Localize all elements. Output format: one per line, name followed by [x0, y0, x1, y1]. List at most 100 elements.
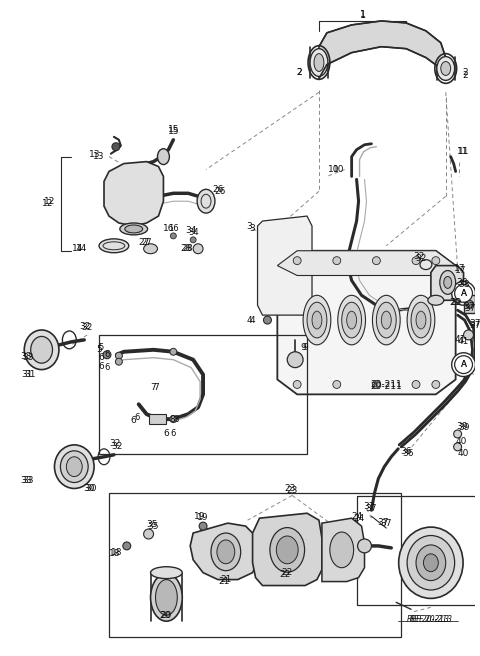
Text: 37: 37	[470, 321, 480, 329]
Text: 12: 12	[44, 197, 55, 206]
Ellipse shape	[437, 56, 455, 81]
Text: 9: 9	[302, 343, 308, 352]
Circle shape	[455, 356, 472, 373]
Text: 37: 37	[381, 519, 392, 527]
Text: 39: 39	[458, 422, 469, 432]
Ellipse shape	[444, 276, 452, 289]
Ellipse shape	[338, 295, 365, 345]
Text: 22: 22	[280, 570, 291, 579]
Text: 6: 6	[134, 413, 139, 422]
Text: 2: 2	[463, 71, 468, 80]
Ellipse shape	[197, 190, 215, 213]
Text: 15: 15	[168, 125, 179, 134]
Text: 32: 32	[82, 323, 93, 333]
Ellipse shape	[66, 457, 82, 476]
Ellipse shape	[217, 540, 235, 564]
Text: REF.20-213: REF.20-213	[407, 615, 449, 624]
Text: 22: 22	[282, 568, 293, 577]
Ellipse shape	[342, 302, 361, 338]
Circle shape	[455, 285, 472, 302]
Ellipse shape	[441, 62, 451, 75]
Ellipse shape	[407, 295, 435, 345]
Text: 34: 34	[188, 228, 198, 237]
Circle shape	[144, 529, 154, 539]
Bar	[464, 295, 476, 313]
Circle shape	[372, 256, 380, 264]
Circle shape	[464, 330, 473, 340]
Text: 14: 14	[75, 244, 87, 253]
Text: 40: 40	[456, 438, 467, 447]
Text: 23: 23	[287, 486, 298, 495]
Text: 33: 33	[22, 476, 34, 485]
Text: 6: 6	[164, 430, 169, 438]
Circle shape	[170, 416, 177, 422]
Text: A: A	[461, 289, 467, 298]
Text: 32: 32	[109, 440, 120, 449]
Polygon shape	[277, 251, 456, 276]
Text: 10: 10	[328, 165, 339, 174]
Text: 37: 37	[470, 319, 480, 327]
Text: 39: 39	[456, 422, 468, 430]
Text: REF.20-213: REF.20-213	[409, 615, 452, 624]
Text: 33: 33	[20, 352, 32, 361]
Ellipse shape	[314, 54, 324, 72]
Ellipse shape	[211, 533, 240, 571]
Ellipse shape	[151, 573, 182, 621]
Text: 29: 29	[449, 298, 460, 307]
Polygon shape	[104, 161, 163, 226]
Ellipse shape	[310, 49, 328, 76]
Ellipse shape	[270, 527, 305, 572]
Text: 9: 9	[300, 343, 306, 352]
Circle shape	[358, 539, 372, 553]
Circle shape	[333, 380, 341, 388]
Text: 3: 3	[247, 222, 252, 232]
Text: 37: 37	[464, 302, 475, 311]
Text: 8: 8	[169, 415, 175, 424]
Ellipse shape	[330, 532, 354, 567]
Ellipse shape	[151, 567, 182, 579]
Circle shape	[412, 256, 420, 264]
Text: 24: 24	[353, 514, 364, 523]
Text: 37: 37	[465, 304, 476, 313]
Text: 20-211: 20-211	[371, 382, 402, 391]
Circle shape	[193, 244, 203, 254]
Circle shape	[372, 380, 380, 388]
Circle shape	[115, 358, 122, 365]
Text: 33: 33	[20, 476, 32, 485]
Text: 17: 17	[455, 266, 467, 275]
Text: 27: 27	[141, 238, 152, 247]
Text: 6: 6	[104, 350, 109, 359]
Text: 41: 41	[455, 335, 466, 344]
Ellipse shape	[307, 302, 327, 338]
Polygon shape	[431, 266, 464, 300]
Polygon shape	[190, 523, 260, 580]
Ellipse shape	[423, 554, 438, 571]
Ellipse shape	[276, 536, 298, 564]
Ellipse shape	[411, 302, 431, 338]
Circle shape	[412, 380, 420, 388]
Text: 15: 15	[168, 127, 179, 136]
Circle shape	[264, 316, 271, 324]
Ellipse shape	[120, 223, 147, 235]
Ellipse shape	[31, 337, 52, 363]
Text: 2: 2	[463, 68, 468, 77]
Text: 38: 38	[458, 280, 469, 289]
Ellipse shape	[157, 149, 169, 165]
Text: 1: 1	[360, 10, 366, 20]
Ellipse shape	[440, 270, 456, 295]
Text: 35: 35	[146, 520, 157, 529]
Text: 6: 6	[104, 363, 109, 372]
Text: 8: 8	[174, 415, 179, 424]
Text: 31: 31	[21, 370, 33, 379]
Ellipse shape	[372, 295, 400, 345]
Text: 41: 41	[458, 337, 469, 346]
Text: 6: 6	[98, 353, 104, 362]
Circle shape	[199, 522, 207, 530]
Text: 16: 16	[163, 224, 174, 234]
Text: 23: 23	[285, 484, 296, 493]
Circle shape	[293, 256, 301, 264]
Ellipse shape	[24, 330, 59, 369]
Ellipse shape	[156, 580, 177, 615]
Text: 27: 27	[138, 238, 149, 247]
Circle shape	[432, 380, 440, 388]
